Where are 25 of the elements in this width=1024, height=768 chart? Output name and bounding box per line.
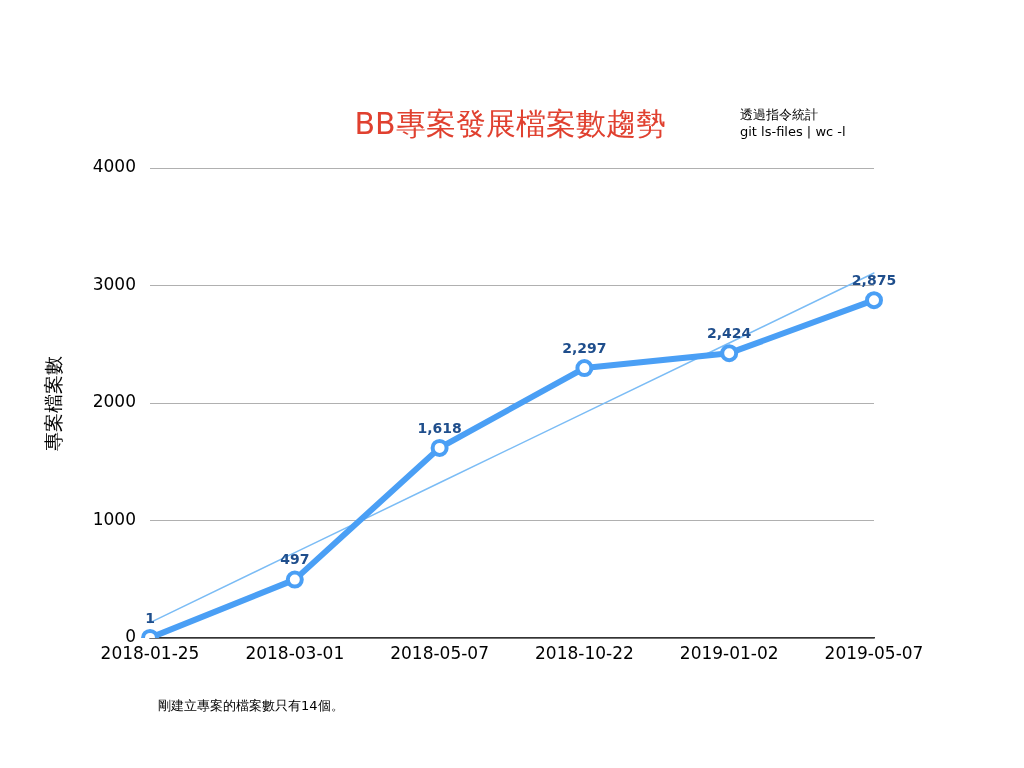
x-tick-label: 2019-01-02 [679, 642, 779, 663]
x-tick-label: 2019-05-07 [824, 642, 924, 663]
point [575, 359, 594, 378]
y-tick-label: 3000 [92, 273, 136, 294]
point [285, 570, 304, 589]
point [720, 344, 739, 363]
data-label: 2,875 [851, 271, 897, 288]
point [430, 438, 449, 457]
data-label: 2,297 [562, 339, 607, 356]
y-tick-label: 4000 [92, 156, 136, 177]
text: git ls-files | wc -l [740, 124, 846, 139]
data-label: 1 [145, 609, 155, 626]
data-label: 2,424 [707, 324, 752, 341]
y-tick-label: 2000 [92, 391, 136, 412]
text: 剛建立專案的檔案數只有14個。 [158, 697, 344, 715]
y-axis-title: 專案檔案數 [42, 355, 65, 451]
y-tick-label: 1000 [92, 508, 136, 529]
data-label: 497 [280, 551, 310, 568]
data-label: 1,618 [417, 419, 462, 436]
chart-title: BB專案發展檔案數趨勢 [354, 106, 666, 141]
text: 透過指令統計 [740, 106, 818, 124]
x-tick-label: 2018-03-01 [245, 642, 345, 663]
point [865, 291, 883, 310]
x-tick-label: 2018-10-22 [535, 642, 634, 663]
x-tick-label: 2018-05-07 [390, 642, 489, 663]
